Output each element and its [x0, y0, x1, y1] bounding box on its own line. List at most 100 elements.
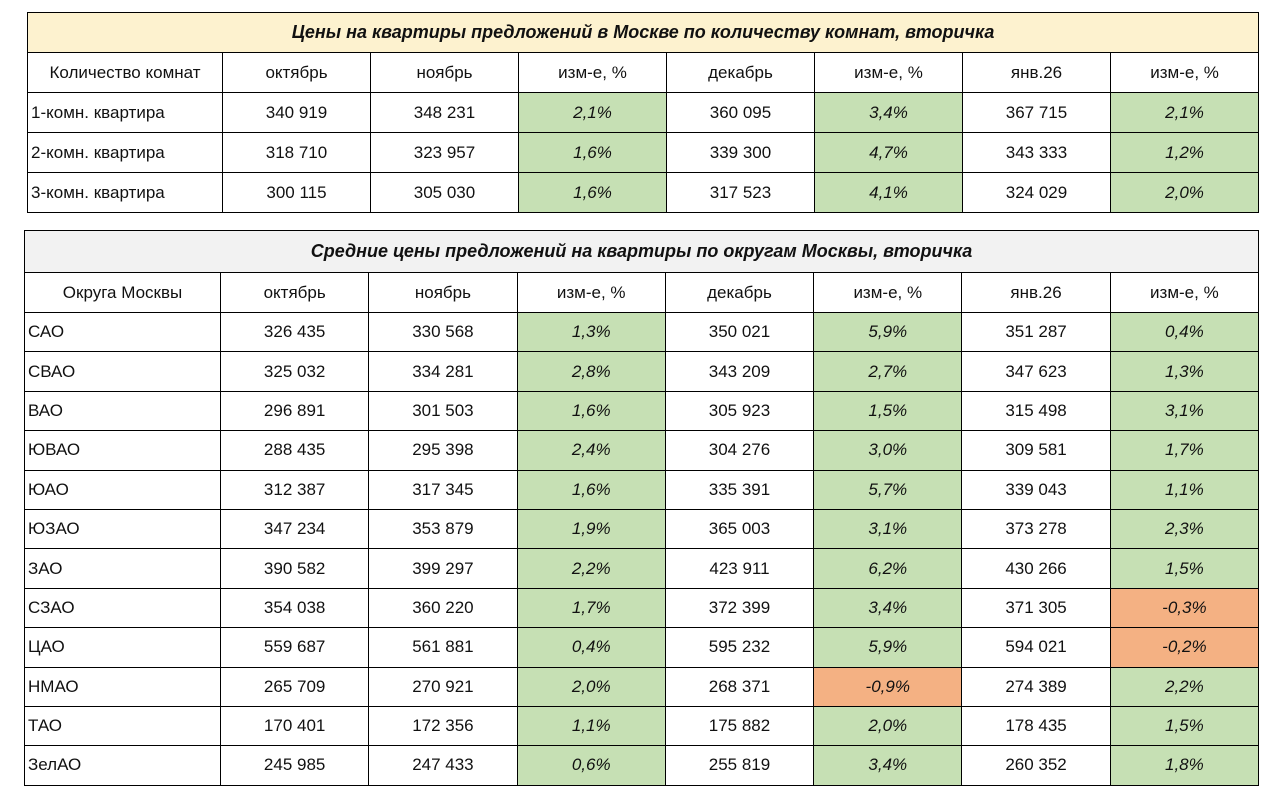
change-cell: 1,1%: [516, 705, 666, 747]
table-title: Цены на квартиры предложений в Москве по…: [26, 12, 1260, 53]
header-cell: изм-е, %: [1109, 52, 1260, 93]
cell: 296 891: [219, 390, 370, 432]
change-cell: 1,5%: [1109, 705, 1260, 747]
change-cell: 2,2%: [1109, 666, 1260, 707]
row-label: НМАО: [24, 666, 221, 707]
cell: 172 356: [368, 705, 518, 747]
row: 1-комн. квартира 340 919 348 231 2,1% 360 09…: [27, 92, 1260, 133]
cell: 340 919: [222, 92, 371, 133]
cell: 367 715: [962, 92, 1111, 133]
cell: 265 709: [219, 666, 370, 707]
change-cell: 5,9%: [813, 627, 963, 668]
change-cell: 2,3%: [1109, 508, 1260, 550]
change-cell: -0,2%: [1109, 627, 1260, 668]
change-cell: 1,3%: [516, 311, 666, 353]
change-cell: 2,8%: [516, 351, 666, 392]
cell: 312 387: [219, 469, 370, 510]
change-cell: 1,2%: [1109, 132, 1260, 173]
change-cell: 1,6%: [516, 469, 666, 510]
cell: 343 333: [962, 132, 1111, 173]
change-cell: 0,4%: [516, 627, 666, 668]
row: ЗАО 390 582 399 297 2,2% 423 911 6,2% 430 266 1…: [24, 548, 1260, 589]
change-cell: -0,3%: [1109, 587, 1260, 629]
cell: 315 498: [961, 390, 1111, 432]
cell: 343 209: [664, 351, 815, 392]
change-cell: 1,3%: [1109, 351, 1260, 392]
cell: 339 043: [961, 469, 1111, 510]
row: ЮЗАО 347 234 353 879 1,9% 365 003 3,1% 373 278…: [24, 508, 1260, 550]
change-cell: 3,4%: [813, 745, 963, 786]
row: ТАО 170 401 172 356 1,1% 175 882 2,0% 178 435 1…: [24, 705, 1260, 747]
row: ЦАО 559 687 561 881 0,4% 595 232 5,9% 594 021-…: [24, 627, 1260, 668]
change-cell: 2,0%: [813, 705, 963, 747]
cell: 347 623: [961, 351, 1111, 392]
row-label: ЮЗАО: [24, 508, 221, 550]
cell: 247 433: [368, 745, 518, 786]
cell: 288 435: [219, 430, 370, 471]
header-cell: декабрь: [664, 272, 815, 313]
cell: 334 281: [368, 351, 518, 392]
row-label: ЮВАО: [24, 430, 221, 471]
change-cell: 3,1%: [813, 508, 963, 550]
cell: 372 399: [664, 587, 815, 629]
cell: 270 921: [368, 666, 518, 707]
change-cell: 3,4%: [814, 92, 963, 133]
change-cell: 0,6%: [516, 745, 666, 786]
change-cell: 2,0%: [1109, 172, 1260, 213]
row: СЗАО 354 038 360 220 1,7% 372 399 3,4% 371 305…: [24, 587, 1260, 629]
cell: 317 523: [666, 172, 815, 213]
cell: 330 568: [368, 311, 518, 353]
change-cell: 2,1%: [518, 92, 667, 133]
row-label: 2-комн. квартира: [27, 132, 223, 173]
cell: 268 371: [664, 666, 815, 707]
change-cell: 3,4%: [813, 587, 963, 629]
rooms-table: Цены на квартиры предложений в Москве по…: [26, 12, 1260, 213]
row-label: ТАО: [24, 705, 221, 747]
header-cell: декабрь: [666, 52, 815, 93]
row: ЮВАО 288 435 295 398 2,4% 304 276 3,0% 309 581…: [24, 430, 1260, 471]
table-title: Средние цены предложений на квартиры по …: [23, 230, 1260, 273]
cell: 274 389: [961, 666, 1111, 707]
change-cell: 4,1%: [814, 172, 963, 213]
cell: 245 985: [219, 745, 370, 786]
row: 2-комн. квартира 318 710 323 957 1,6% 339 30…: [27, 132, 1260, 173]
change-cell: 1,9%: [516, 508, 666, 550]
cell: 255 819: [664, 745, 815, 786]
row: Средние цены предложений на квартиры по …: [23, 230, 1260, 273]
header-cell: янв.26: [962, 52, 1111, 93]
change-cell: 1,7%: [516, 587, 666, 629]
change-cell: 2,4%: [516, 430, 666, 471]
header-cell: ноябрь: [370, 52, 519, 93]
header-cell: октябрь: [219, 272, 370, 313]
cell: 260 352: [961, 745, 1111, 786]
cell: 360 095: [666, 92, 815, 133]
cell: 317 345: [368, 469, 518, 510]
header-cell: изм-е, %: [518, 52, 667, 93]
change-cell: 2,1%: [1109, 92, 1260, 133]
cell: 353 879: [368, 508, 518, 550]
row: СВАО 325 032 334 281 2,8% 343 209 2,7% 347 623…: [24, 351, 1260, 392]
cell: 170 401: [219, 705, 370, 747]
row: 3-комн. квартира 300 115 305 030 1,6% 317 52…: [27, 172, 1260, 213]
change-cell: 1,1%: [1109, 469, 1260, 510]
cell: 305 030: [370, 172, 519, 213]
cell: 561 881: [368, 627, 518, 668]
row-label: ЮАО: [24, 469, 221, 510]
cell: 365 003: [664, 508, 815, 550]
cell: 371 305: [961, 587, 1111, 629]
cell: 559 687: [219, 627, 370, 668]
change-cell: 1,6%: [516, 390, 666, 432]
cell: 350 021: [664, 311, 815, 353]
cell: 326 435: [219, 311, 370, 353]
row-label: ЗелАО: [24, 745, 221, 786]
header-cell: изм-е, %: [1109, 272, 1260, 313]
change-cell: 2,7%: [813, 351, 963, 392]
cell: 323 957: [370, 132, 519, 173]
header-cell: ноябрь: [368, 272, 518, 313]
cell: 360 220: [368, 587, 518, 629]
cell: 354 038: [219, 587, 370, 629]
row-label: 1-комн. квартира: [27, 92, 223, 133]
change-cell: -0,9%: [813, 666, 963, 707]
change-cell: 1,8%: [1109, 745, 1260, 786]
cell: 304 276: [664, 430, 815, 471]
